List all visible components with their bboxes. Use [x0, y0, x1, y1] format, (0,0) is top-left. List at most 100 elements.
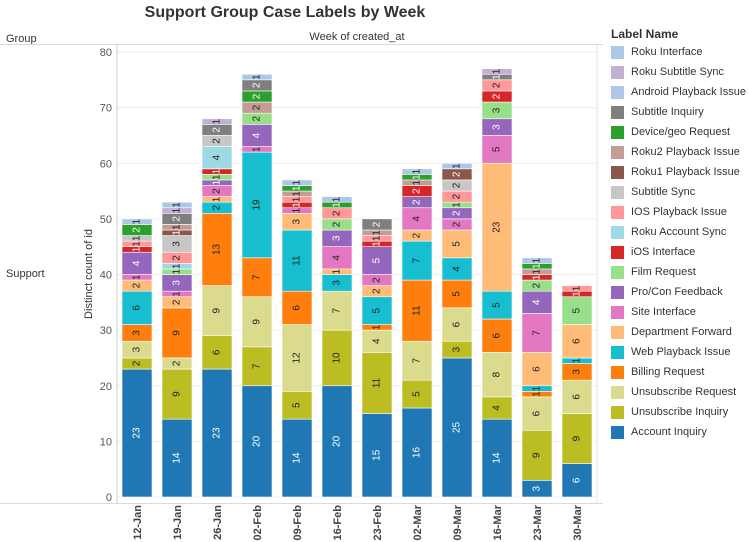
bar-segment[interactable]: Android Playback Issue · 02-Feb: 1	[241, 73, 273, 81]
bar-segment[interactable]: Unsubscribe Request · 16-Feb: 7	[321, 290, 353, 331]
bar-segment[interactable]: Roku Interface · 02-Mar: 1	[401, 168, 433, 175]
bar-segment[interactable]: Web Playback Issue · 23-Feb: 5	[361, 296, 393, 325]
bar-segment[interactable]: Web Playback Issue · 12-Jan: 6	[121, 290, 153, 325]
legend-item[interactable]: Film Request	[611, 262, 749, 282]
data-label: 7	[332, 307, 343, 313]
legend-item[interactable]: Android Playback Issue	[611, 82, 749, 102]
bar-segment[interactable]: Unsubscribe Inquiry · 16-Feb: 10	[321, 329, 353, 387]
bar-segment[interactable]: Unsubscribe Request · 26-Jan: 9	[201, 285, 233, 336]
legend-item[interactable]: Pro/Con Feedback	[611, 282, 749, 302]
data-label: 1	[292, 207, 303, 213]
data-label: 2	[452, 171, 463, 177]
bar-segment[interactable]: Roku Interface · 19-Jan: 1	[161, 201, 193, 209]
legend-item[interactable]: Department Forward	[611, 322, 749, 342]
x-tick-label: 23-Mar	[532, 504, 544, 540]
data-label: 1	[372, 235, 383, 241]
bar-segment[interactable]: Unsubscribe Request · 09-Feb: 12	[281, 324, 313, 392]
legend-label: Site Interface	[631, 306, 696, 318]
bar-segment[interactable]: Unsubscribe Request · 02-Feb: 9	[241, 296, 273, 348]
bar-segment[interactable]: Roku Subtitle Sync · 16-Mar: 1	[481, 68, 513, 75]
bar-segment[interactable]: Account Inquiry · 16-Mar: 14	[481, 418, 513, 498]
bar-segment[interactable]: Account Inquiry · 02-Mar: 16	[401, 407, 433, 498]
data-label: 3	[532, 485, 543, 491]
data-label: 1	[532, 385, 543, 391]
bar-segment[interactable]: Department Forward · 09-Mar: 5	[441, 229, 473, 259]
legend-item[interactable]: Subtitle Sync	[611, 182, 749, 202]
bar-segment[interactable]: Roku Interface · 09-Mar: 1	[441, 162, 473, 170]
legend-item[interactable]: Account Inquiry	[611, 422, 749, 442]
data-label: 6	[532, 410, 543, 416]
bar-segment[interactable]: Department Forward · 23-Mar: 6	[521, 352, 553, 387]
bar-segment[interactable]: Billing Request · 02-Feb: 7	[241, 257, 273, 298]
legend-item[interactable]: IOS Playback Issue	[611, 202, 749, 222]
bar-segment[interactable]: Web Playback Issue · 09-Feb: 11	[281, 229, 313, 292]
legend-item[interactable]: Unsubscribe Request	[611, 382, 749, 402]
bar-segment[interactable]: Account Inquiry · 23-Feb: 15	[361, 413, 393, 498]
legend-item[interactable]: Subtitle Inquiry	[611, 102, 749, 122]
bar-segment[interactable]: Site Interface · 23-Mar: 7	[521, 313, 553, 353]
bar-segment[interactable]: Web Playback Issue · 02-Mar: 7	[401, 240, 433, 281]
bar-segment[interactable]: Account Inquiry · 16-Feb: 20	[321, 385, 353, 498]
bar-segment[interactable]: Account Inquiry · 26-Jan: 23	[201, 368, 233, 498]
bar-segment[interactable]: Account Inquiry · 30-Mar: 6	[561, 463, 593, 498]
bar-segment[interactable]: Unsubscribe Inquiry · 09-Feb: 5	[281, 391, 313, 420]
bar-segment[interactable]: Unsubscribe Inquiry · 26-Jan: 6	[201, 335, 233, 370]
bar-segment[interactable]: Billing Request · 19-Jan: 9	[161, 307, 193, 359]
bar-segment[interactable]: Account Inquiry · 09-Mar: 25	[441, 357, 473, 498]
bar-segment[interactable]: Site Interface · 16-Mar: 5	[481, 135, 513, 164]
bar-segment[interactable]: IOS Playback Issue · 30-Mar: 1	[561, 285, 593, 292]
legend-title: Label Name	[611, 27, 679, 41]
bar-segment[interactable]: Web Playback Issue · 16-Mar: 5	[481, 290, 513, 320]
data-label: 2	[172, 360, 183, 366]
data-label: 5	[492, 302, 503, 308]
bar-segment[interactable]: Unsubscribe Request · 02-Mar: 7	[401, 340, 433, 381]
data-label: 2	[492, 82, 503, 88]
bar-segment[interactable]: Unsubscribe Request · 09-Mar: 6	[441, 307, 473, 342]
bar-segment[interactable]: Unsubscribe Inquiry · 02-Feb: 7	[241, 346, 273, 387]
legend-item[interactable]: Roku1 Playback Issue	[611, 162, 749, 182]
legend-item[interactable]: Roku Account Sync	[611, 222, 749, 242]
bar-segment[interactable]: Android Playback Issue · 09-Feb: 1	[281, 179, 313, 186]
bar-segment[interactable]: Billing Request · 09-Feb: 6	[281, 290, 313, 325]
legend-item[interactable]: Site Interface	[611, 302, 749, 322]
legend-item[interactable]: Roku2 Playback Issue	[611, 142, 749, 162]
bar-segment[interactable]: Department Forward · 30-Mar: 6	[561, 324, 593, 359]
bar-segment[interactable]: Android Playback Issue · 23-Mar: 1	[521, 257, 553, 264]
legend-swatch	[611, 265, 624, 279]
data-label: 11	[292, 255, 303, 266]
data-label: 7	[532, 330, 543, 336]
bar-segment[interactable]: Account Inquiry · 02-Feb: 20	[241, 385, 273, 498]
bar-segment[interactable]: Unsubscribe Request · 16-Mar: 8	[481, 352, 513, 398]
legend-item[interactable]: iOS Interface	[611, 242, 749, 262]
bar-segment[interactable]: Film Request · 30-Mar: 5	[561, 296, 593, 325]
data-label: 4	[372, 338, 383, 344]
data-label: 3	[492, 107, 503, 113]
legend-item[interactable]: Billing Request	[611, 362, 749, 382]
x-tick-label: 09-Feb	[292, 505, 304, 541]
bar-segment[interactable]: Account Inquiry · 19-Jan: 14	[161, 418, 193, 498]
bar-segment[interactable]: Roku Subtitle Sync · 26-Jan: 1	[201, 118, 233, 125]
data-label: 2	[492, 93, 503, 99]
data-label: 1	[492, 74, 503, 80]
legend-item[interactable]: Unsubscribe Inquiry	[611, 402, 749, 422]
legend-item[interactable]: Roku Interface	[611, 42, 749, 62]
bar-segment[interactable]: Unsubscribe Request · 23-Mar: 6	[521, 396, 553, 431]
data-label: 9	[172, 330, 183, 336]
bar-segment[interactable]: Unsubscribe Request · 30-Mar: 6	[561, 379, 593, 414]
legend-item[interactable]: Web Playback Issue	[611, 342, 749, 362]
bar-segment[interactable]: Unsubscribe Inquiry · 02-Mar: 5	[401, 379, 433, 409]
data-label: 1	[132, 274, 143, 280]
legend-item[interactable]: Roku Subtitle Sync	[611, 62, 749, 82]
footer-divider	[0, 503, 603, 504]
bar-segment[interactable]: Unsubscribe Inquiry · 30-Mar: 9	[561, 413, 593, 464]
bar-segment[interactable]: Pro/Con Feedback · 23-Feb: 5	[361, 246, 393, 275]
bar-segment[interactable]: Android Playback Issue · 12-Jan: 1	[121, 218, 153, 225]
bar-segment[interactable]: Subtitle Inquiry · 23-Feb: 2	[361, 218, 393, 231]
legend-item[interactable]: Device/geo Request	[611, 122, 749, 142]
bar-segment[interactable]: Android Playback Issue · 16-Feb: 1	[321, 196, 353, 203]
legend-label: Roku2 Playback Issue	[631, 146, 740, 158]
bar-segment[interactable]: Unsubscribe Inquiry · 23-Feb: 11	[361, 352, 393, 414]
column-header: Week of created_at	[309, 31, 405, 43]
data-label: 2	[452, 193, 463, 199]
bar-segment[interactable]: Department Forward · 16-Mar: 23	[481, 162, 513, 292]
